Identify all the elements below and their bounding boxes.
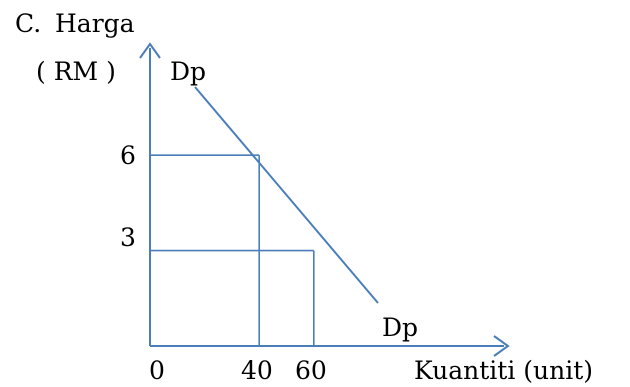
curve-label-bottom: Dp — [382, 313, 418, 342]
y-axis-arrowhead — [139, 42, 161, 59]
x-axis-title: Kuantiti (unit) — [414, 356, 593, 385]
y-axis-unit: ( RM ) — [36, 57, 116, 86]
guide-lines — [150, 154, 315, 346]
x-axis-arrowhead — [493, 335, 510, 357]
y-tick-label-3: 3 — [120, 223, 136, 252]
y-tick-label-6: 6 — [120, 141, 136, 170]
demand-curve-dp — [194, 86, 379, 304]
curve-label-top: Dp — [170, 57, 206, 86]
x-tick-label-60: 60 — [295, 356, 327, 385]
y-axis-title: Harga — [55, 9, 135, 38]
origin-label: 0 — [149, 356, 165, 385]
chart-label-prefix: C. — [15, 9, 41, 38]
x-tick-label-40: 40 — [241, 356, 273, 385]
